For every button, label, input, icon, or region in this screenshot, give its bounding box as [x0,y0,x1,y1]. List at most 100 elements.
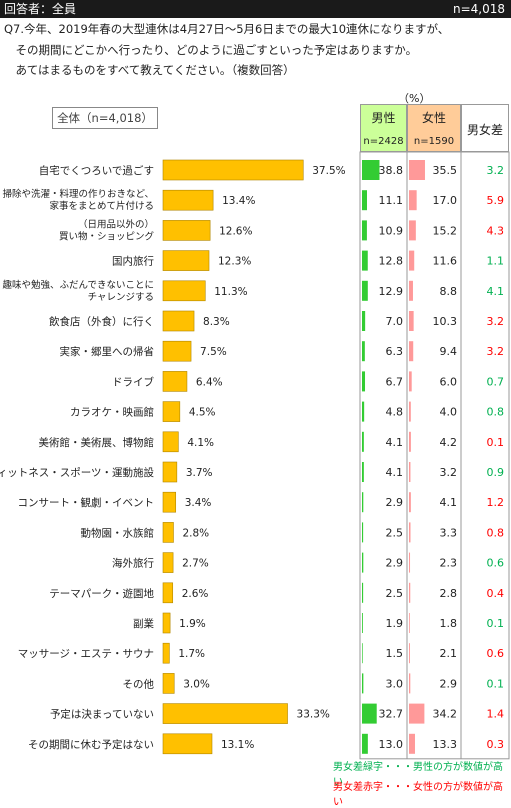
overall-bar [162,250,210,271]
table-frame [359,151,510,760]
overall-value-label: 3.7% [186,467,213,479]
diff-value: 1.1 [487,255,505,268]
female-header-label: 女性 [421,111,446,125]
female-value: 4.2 [440,436,458,449]
overall-bar [162,159,304,181]
female-bar [409,643,410,664]
diff-header-label: 男女差 [466,123,503,137]
category-label: チャレンジする [88,292,154,303]
legend-green: 男女差緑字・・・男性の方が数値が高い [333,762,503,788]
male-value: 2.5 [386,587,404,600]
overall-bar [162,280,206,302]
overall-bar [162,371,188,392]
female-bar [409,160,425,180]
male-value: 4.8 [386,406,404,419]
overall-bar [162,703,288,724]
female-value: 11.6 [433,255,458,268]
question-line-2: その期間にどこかへ行ったり、どのように過ごすといった予定はありますか。 [4,43,418,57]
diff-value: 1.2 [487,496,505,509]
overall-value-label: 6.4% [196,376,223,388]
male-bar [362,371,366,392]
female-value: 2.9 [440,677,458,690]
male-header-label: 男性 [371,111,396,125]
female-bar [409,582,411,603]
female-value: 2.3 [440,557,458,570]
female-bar [409,220,416,241]
respondent-label: 回答者：全員 [4,2,77,16]
female-bar [409,462,411,482]
female-bar [409,401,411,422]
diff-value: 4.1 [487,285,505,298]
female-bar [409,371,412,392]
male-bar [362,250,368,271]
category-label: その他 [123,677,155,690]
male-bar [362,552,364,573]
female-bar [409,431,411,452]
male-bar [362,401,365,422]
category-label: 海外旅行 [112,557,154,570]
male-value: 2.5 [386,526,404,539]
male-value: 32.7 [379,708,404,721]
male-bar [362,431,364,452]
category-label: 実家・郷里への帰省 [60,345,155,358]
male-bar [362,341,365,362]
male-bar [362,160,380,180]
female-value: 2.1 [440,647,458,660]
diff-value: 0.1 [487,436,505,449]
overall-value-label: 8.3% [203,316,230,328]
overall-value-label: 3.0% [183,678,210,690]
female-value: 4.1 [440,496,458,509]
category-label: （日用品以外の） [78,218,154,230]
overall-value-label: 12.3% [218,256,251,268]
overall-bar [162,401,181,422]
category-label: 趣味や勉強、ふだんできないことに [2,279,154,291]
category-label: コンサート・観劇・イベント [18,496,155,509]
question-line-1: Q7.今年、2019年春の大型連休は4月27日～5月6日までの最大10連休になり… [4,22,450,36]
overall-value-label: 13.4% [222,195,255,207]
male-value: 13.0 [379,738,404,751]
unit-label: （%） [398,92,431,105]
overall-value-label: 2.8% [182,527,209,539]
male-bar [362,280,368,301]
overall-value-label: 7.5% [200,346,227,358]
male-value: 2.9 [386,557,404,570]
overall-value-label: 2.7% [182,558,209,570]
overall-bar [162,552,174,573]
male-bar [362,643,363,664]
female-value: 9.4 [440,345,458,358]
female-bar [409,613,410,633]
female-value: 13.3 [433,738,458,751]
male-bar [362,190,367,211]
category-label: 副業 [133,617,154,630]
male-header: 男性 n=2428 [360,104,407,152]
category-label: 予定は決まっていない [50,708,154,721]
female-bar [409,673,411,694]
diff-value: 0.7 [487,375,505,388]
male-value: 7.0 [386,315,404,328]
diff-value: 3.2 [487,345,505,358]
female-bar [409,190,417,211]
male-value: 4.1 [386,436,404,449]
diff-value: 0.6 [487,557,505,570]
category-label: カラオケ・映画館 [70,406,154,419]
female-value: 1.8 [440,617,458,630]
overall-bar [162,461,178,483]
header-bar: 回答者：全員 n=4,018 [0,0,511,18]
male-value: 11.1 [379,194,404,207]
male-bar [362,462,364,482]
male-bar [362,220,367,241]
overall-value-label: 2.6% [182,588,209,600]
category-label: 家事をまとめて片付ける [49,200,154,212]
diff-value: 5.9 [487,194,505,207]
overall-value-label: 11.3% [214,286,247,298]
male-value: 1.9 [386,617,404,630]
overall-value-label: 4.5% [189,407,216,419]
male-bar [362,492,364,513]
category-label: 動物園・水族館 [81,526,155,539]
overall-value-label: 1.7% [178,648,205,660]
male-value: 2.9 [386,496,404,509]
female-header: 女性 n=1590 [407,104,461,152]
overall-bar [162,220,211,241]
male-bar [362,311,366,331]
female-bar [409,492,411,513]
